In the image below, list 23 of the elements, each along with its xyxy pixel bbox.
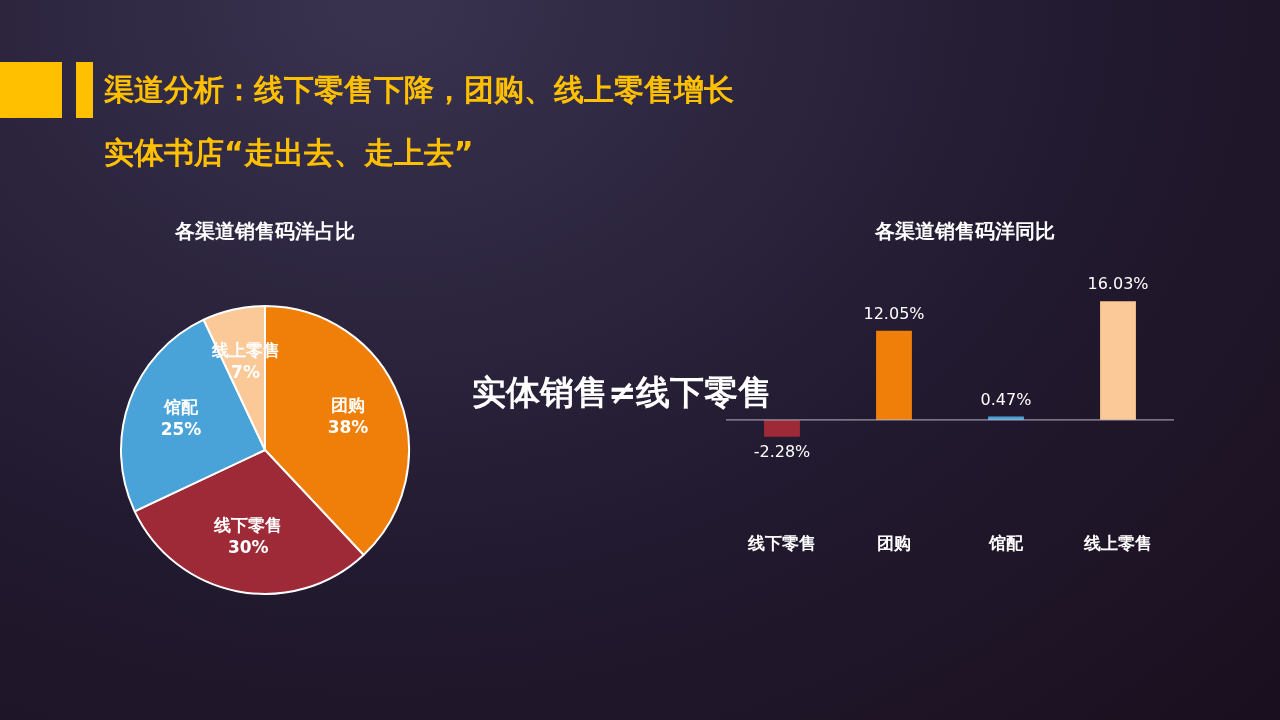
x-tick-label: 线上零售 <box>1083 533 1152 554</box>
text: 实体书店“走出去、走上去” <box>104 134 474 172</box>
slice-label: 团购 <box>331 394 366 415</box>
bar <box>876 330 912 420</box>
bar <box>1100 301 1136 420</box>
data-label: 38% <box>327 416 369 437</box>
annotation: 实体销售≠线下零售 <box>472 371 773 414</box>
slice-label: 馆配 <box>163 397 199 418</box>
x-tick-label: 馆配 <box>988 533 1024 554</box>
x-tick-label: 团购 <box>877 533 911 554</box>
chart-title: 各渠道销售码洋同比 <box>874 218 1056 245</box>
data-label: 16.03% <box>1087 274 1149 294</box>
data-label: 30% <box>227 537 269 558</box>
data-label: 7% <box>231 362 260 383</box>
x-tick-label: 线下零售 <box>747 533 816 554</box>
slice-label: 线下零售 <box>213 515 283 536</box>
bar <box>764 419 800 437</box>
chart-title: 各渠道销售码洋占比 <box>174 218 356 245</box>
data-label: 25% <box>160 419 202 440</box>
data-label: 0.47% <box>980 389 1032 409</box>
data-label: -2.28% <box>753 441 811 461</box>
text: 渠道分析：线下零售下降，团购、线上零售增长 <box>104 71 734 109</box>
data-label: 12.05% <box>863 303 925 323</box>
